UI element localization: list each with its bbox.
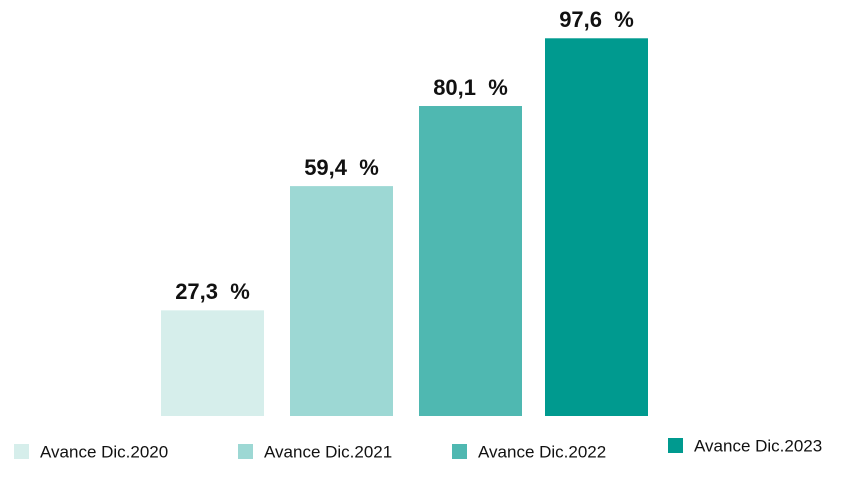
legend-swatch bbox=[238, 444, 253, 459]
bar bbox=[545, 38, 648, 417]
legend-swatch bbox=[668, 438, 683, 453]
value-label: 97,6 % bbox=[559, 7, 634, 32]
legend-swatch bbox=[452, 444, 467, 459]
value-label: 27,3 % bbox=[175, 279, 250, 304]
value-label: 80,1 % bbox=[433, 75, 508, 100]
bar bbox=[419, 106, 522, 416]
bar bbox=[290, 186, 393, 416]
value-label: 59,4 % bbox=[304, 155, 379, 180]
bar bbox=[161, 310, 264, 416]
legend-label: Avance Dic.2021 bbox=[264, 442, 392, 461]
legend-label: Avance Dic.2022 bbox=[478, 442, 606, 461]
legend-swatch bbox=[14, 444, 29, 459]
legend-label: Avance Dic.2020 bbox=[40, 442, 168, 461]
legend-label: Avance Dic.2023 bbox=[694, 436, 822, 455]
